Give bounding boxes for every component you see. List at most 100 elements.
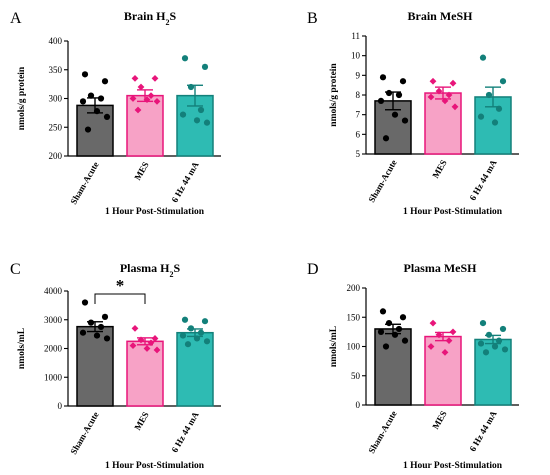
data-point xyxy=(187,325,195,332)
data-point xyxy=(445,91,453,99)
data-point xyxy=(449,328,457,336)
data-point xyxy=(451,103,459,111)
data-point xyxy=(427,93,435,101)
chart-title: Plasma H2S xyxy=(120,261,181,279)
y-tick-label: 100 xyxy=(347,342,361,352)
data-point xyxy=(395,325,403,333)
y-tick-label: 400 xyxy=(49,36,63,46)
data-point xyxy=(97,323,105,331)
chart-title: Plasma MeSH xyxy=(404,261,478,275)
significance-label: * xyxy=(116,276,125,295)
category-label: MES xyxy=(430,409,448,431)
data-point xyxy=(477,340,485,347)
y-tick-label: 7 xyxy=(356,110,361,120)
data-point xyxy=(435,331,443,339)
data-point xyxy=(197,329,205,336)
data-point xyxy=(382,343,390,350)
category-label: 6 Hz 44 mA xyxy=(169,160,201,205)
category-label: 6 Hz 44 mA xyxy=(467,409,499,454)
data-point xyxy=(101,313,109,320)
data-point xyxy=(151,335,159,342)
panel-a: A Brain H2S 200 250 300 350 400 nmols/g protein… xyxy=(10,9,221,217)
data-point xyxy=(131,324,139,332)
data-point xyxy=(143,96,151,104)
data-point xyxy=(479,54,487,61)
panel-d: D Plasma MeSH 0 50 100 150 200 nmols/mL Sham-Acu… xyxy=(307,261,519,471)
data-point xyxy=(435,87,443,95)
data-point xyxy=(201,318,209,325)
y-tick-label: 2000 xyxy=(44,344,63,354)
data-point xyxy=(81,299,89,306)
x-axis-label: 1 Hour Post-Stimulation xyxy=(403,207,503,217)
y-axis-label: nmols/g protein xyxy=(329,63,339,127)
data-point xyxy=(491,119,499,126)
y-tick-label: 200 xyxy=(347,283,361,293)
data-point xyxy=(495,337,503,344)
y-tick-label: 9 xyxy=(356,70,361,80)
data-point xyxy=(203,119,211,126)
y-axis-label: nmols/mL xyxy=(17,328,27,369)
data-point xyxy=(87,319,95,326)
category-label: MES xyxy=(430,158,448,180)
data-point xyxy=(495,105,503,112)
category-label: Sham-Acute xyxy=(68,160,100,206)
category-label: 6 Hz 44 mA xyxy=(467,158,499,203)
data-point xyxy=(103,335,111,342)
data-point xyxy=(491,343,499,350)
data-point xyxy=(87,92,95,99)
category-label: 6 Hz 44 mA xyxy=(169,410,201,455)
y-tick-label: 8 xyxy=(356,90,361,100)
y-tick-label: 11 xyxy=(351,31,360,41)
x-axis-label: 1 Hour Post-Stimulation xyxy=(105,461,205,471)
data-point xyxy=(129,342,137,350)
data-point xyxy=(134,106,142,114)
data-point xyxy=(201,63,209,70)
data-point xyxy=(153,97,161,105)
y-tick-label: 150 xyxy=(347,312,361,322)
chart-title: Brain MeSH xyxy=(408,9,474,23)
data-point xyxy=(193,117,201,124)
data-point xyxy=(401,117,409,124)
data-point xyxy=(97,95,105,102)
panel-letter: A xyxy=(10,10,22,27)
data-point xyxy=(153,346,161,354)
x-axis-label: 1 Hour Post-Stimulation xyxy=(105,207,205,217)
category-label: Sham-Acute xyxy=(68,410,100,456)
data-point xyxy=(103,113,111,120)
category-label: Sham-Acute xyxy=(366,158,398,204)
data-point xyxy=(501,346,509,353)
y-tick-label: 5 xyxy=(356,149,361,159)
data-point xyxy=(479,320,487,327)
data-point xyxy=(147,339,155,347)
data-point xyxy=(377,328,385,335)
data-point xyxy=(187,83,195,91)
data-point xyxy=(382,135,390,142)
data-point xyxy=(482,349,490,356)
data-point xyxy=(377,97,385,104)
data-point xyxy=(147,92,155,100)
y-tick-label: 250 xyxy=(49,122,63,132)
panel-letter: D xyxy=(307,261,319,278)
data-point xyxy=(427,343,435,350)
data-point xyxy=(93,332,101,339)
chart-title: Brain H2S xyxy=(124,9,177,27)
data-point xyxy=(131,74,139,82)
data-point xyxy=(379,74,387,81)
data-point xyxy=(485,91,493,99)
panel-letter: B xyxy=(307,10,318,27)
y-axis-label: nmols/mL xyxy=(329,326,339,367)
bar xyxy=(126,94,164,157)
data-point xyxy=(445,337,453,345)
y-tick-label: 50 xyxy=(351,371,361,381)
data-point xyxy=(179,332,187,339)
data-point xyxy=(181,55,189,62)
data-point xyxy=(485,331,493,338)
data-point xyxy=(399,78,407,85)
data-point xyxy=(449,79,457,87)
data-point xyxy=(197,106,205,114)
panel-letter: C xyxy=(10,261,21,278)
significance-bracket xyxy=(94,293,146,304)
data-point xyxy=(379,308,387,315)
data-point xyxy=(101,78,109,85)
